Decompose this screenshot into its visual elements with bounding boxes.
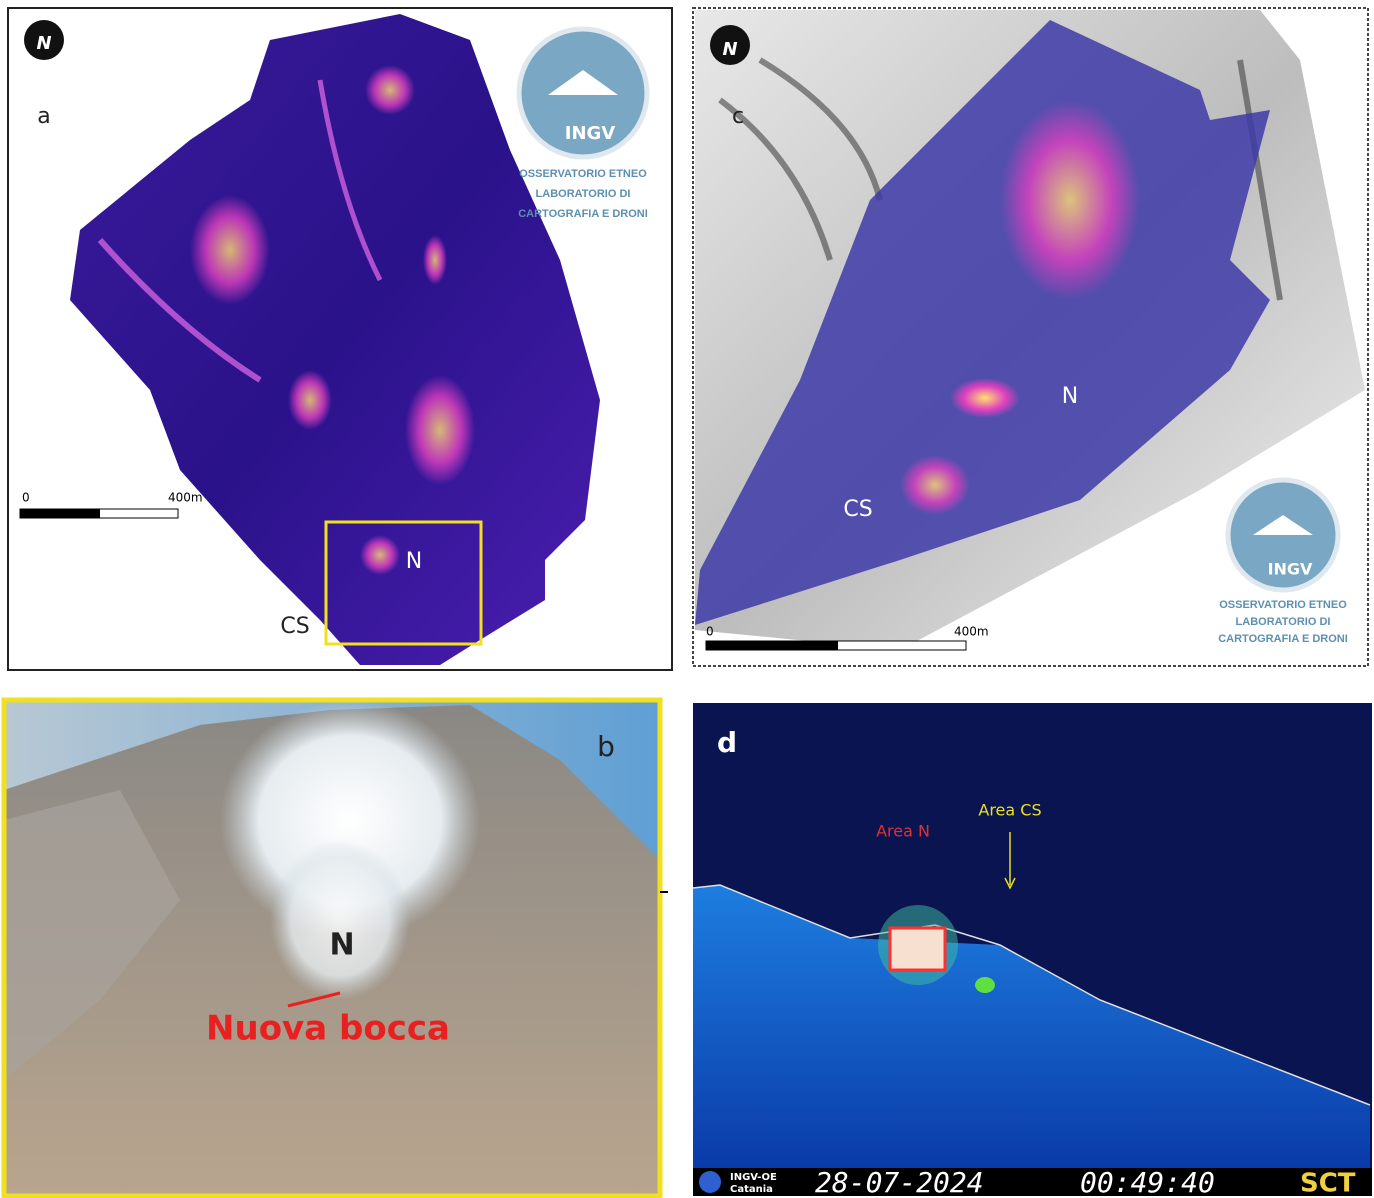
panel-label: d	[717, 726, 737, 759]
footer-org: INGV-OE	[730, 1172, 777, 1183]
logo-volcano	[548, 70, 618, 95]
scale-start: 0	[22, 491, 30, 505]
marker-label: N	[406, 549, 422, 574]
footer-station: SCT	[1300, 1169, 1356, 1198]
hot-area	[900, 455, 970, 515]
logo-volcano	[1253, 515, 1313, 535]
annotation: Nuova bocca	[206, 1009, 450, 1049]
annotation: Area CS	[978, 801, 1041, 820]
marker-label: CS	[280, 614, 309, 639]
panel-c: N c N CS INGV OSSERVATORIO ETNEO LABORAT…	[692, 7, 1369, 667]
panel-b: b N Nuova bocca	[1, 697, 663, 1198]
slope-shade	[4, 790, 180, 1080]
logo-name: INGV	[565, 123, 616, 144]
logo-line: OSSERVATORIO ETNEO	[1219, 599, 1347, 611]
footer-bar	[693, 1168, 1372, 1196]
footer-time: 00:49:40	[1080, 1166, 1215, 1198]
annotation: Area N	[876, 822, 930, 841]
scale-end: 400m	[954, 625, 989, 639]
hot-area	[950, 378, 1020, 418]
marker-label: N	[1062, 384, 1078, 409]
panel-a: N a INGV OSSERVATORIO ETNEO LABORATORIO …	[7, 7, 673, 671]
logo-line: LABORATORIO DI	[1236, 616, 1331, 628]
logo-line: CARTOGRAFIA E DRONI	[518, 208, 648, 220]
logo-name: INGV	[1268, 560, 1313, 579]
north-icon	[710, 25, 750, 65]
plume	[270, 840, 410, 1000]
footer-date: 28-07-2024	[815, 1166, 984, 1198]
thermal-streaks	[97, 65, 475, 575]
logo-line: LABORATORIO DI	[536, 188, 631, 200]
logo-line: OSSERVATORIO ETNEO	[519, 168, 647, 180]
hot-spot	[975, 977, 995, 993]
hot-area	[1000, 100, 1140, 300]
hot-spot	[888, 926, 947, 972]
scale-bar-fill	[20, 509, 100, 518]
scale-bar-fill	[706, 641, 838, 650]
arrow-head	[1004, 877, 1016, 890]
panel-frame	[1, 697, 663, 1198]
scale-end: 400m	[168, 491, 203, 505]
marker-label: CS	[843, 497, 872, 522]
arrow	[287, 991, 341, 1008]
ridges	[718, 57, 1283, 301]
footer-city: Catania	[730, 1184, 773, 1195]
footer-logo	[699, 1171, 721, 1193]
panel-d: d Area N Area CS INGV-OE Catania 28-07-2…	[692, 703, 1372, 1198]
zoom-box	[324, 520, 483, 646]
scale-start: 0	[706, 625, 714, 639]
panel-label: a	[37, 104, 50, 129]
marker-label: N	[329, 928, 354, 963]
logo-line: CARTOGRAFIA E DRONI	[1218, 633, 1348, 645]
north-label: N	[36, 33, 51, 54]
north-icon	[24, 20, 64, 60]
north-label: N	[722, 39, 737, 60]
slope	[693, 885, 1370, 1170]
panel-label: c	[732, 104, 744, 129]
thermal-map	[70, 14, 600, 665]
panel-label: b	[597, 730, 615, 763]
